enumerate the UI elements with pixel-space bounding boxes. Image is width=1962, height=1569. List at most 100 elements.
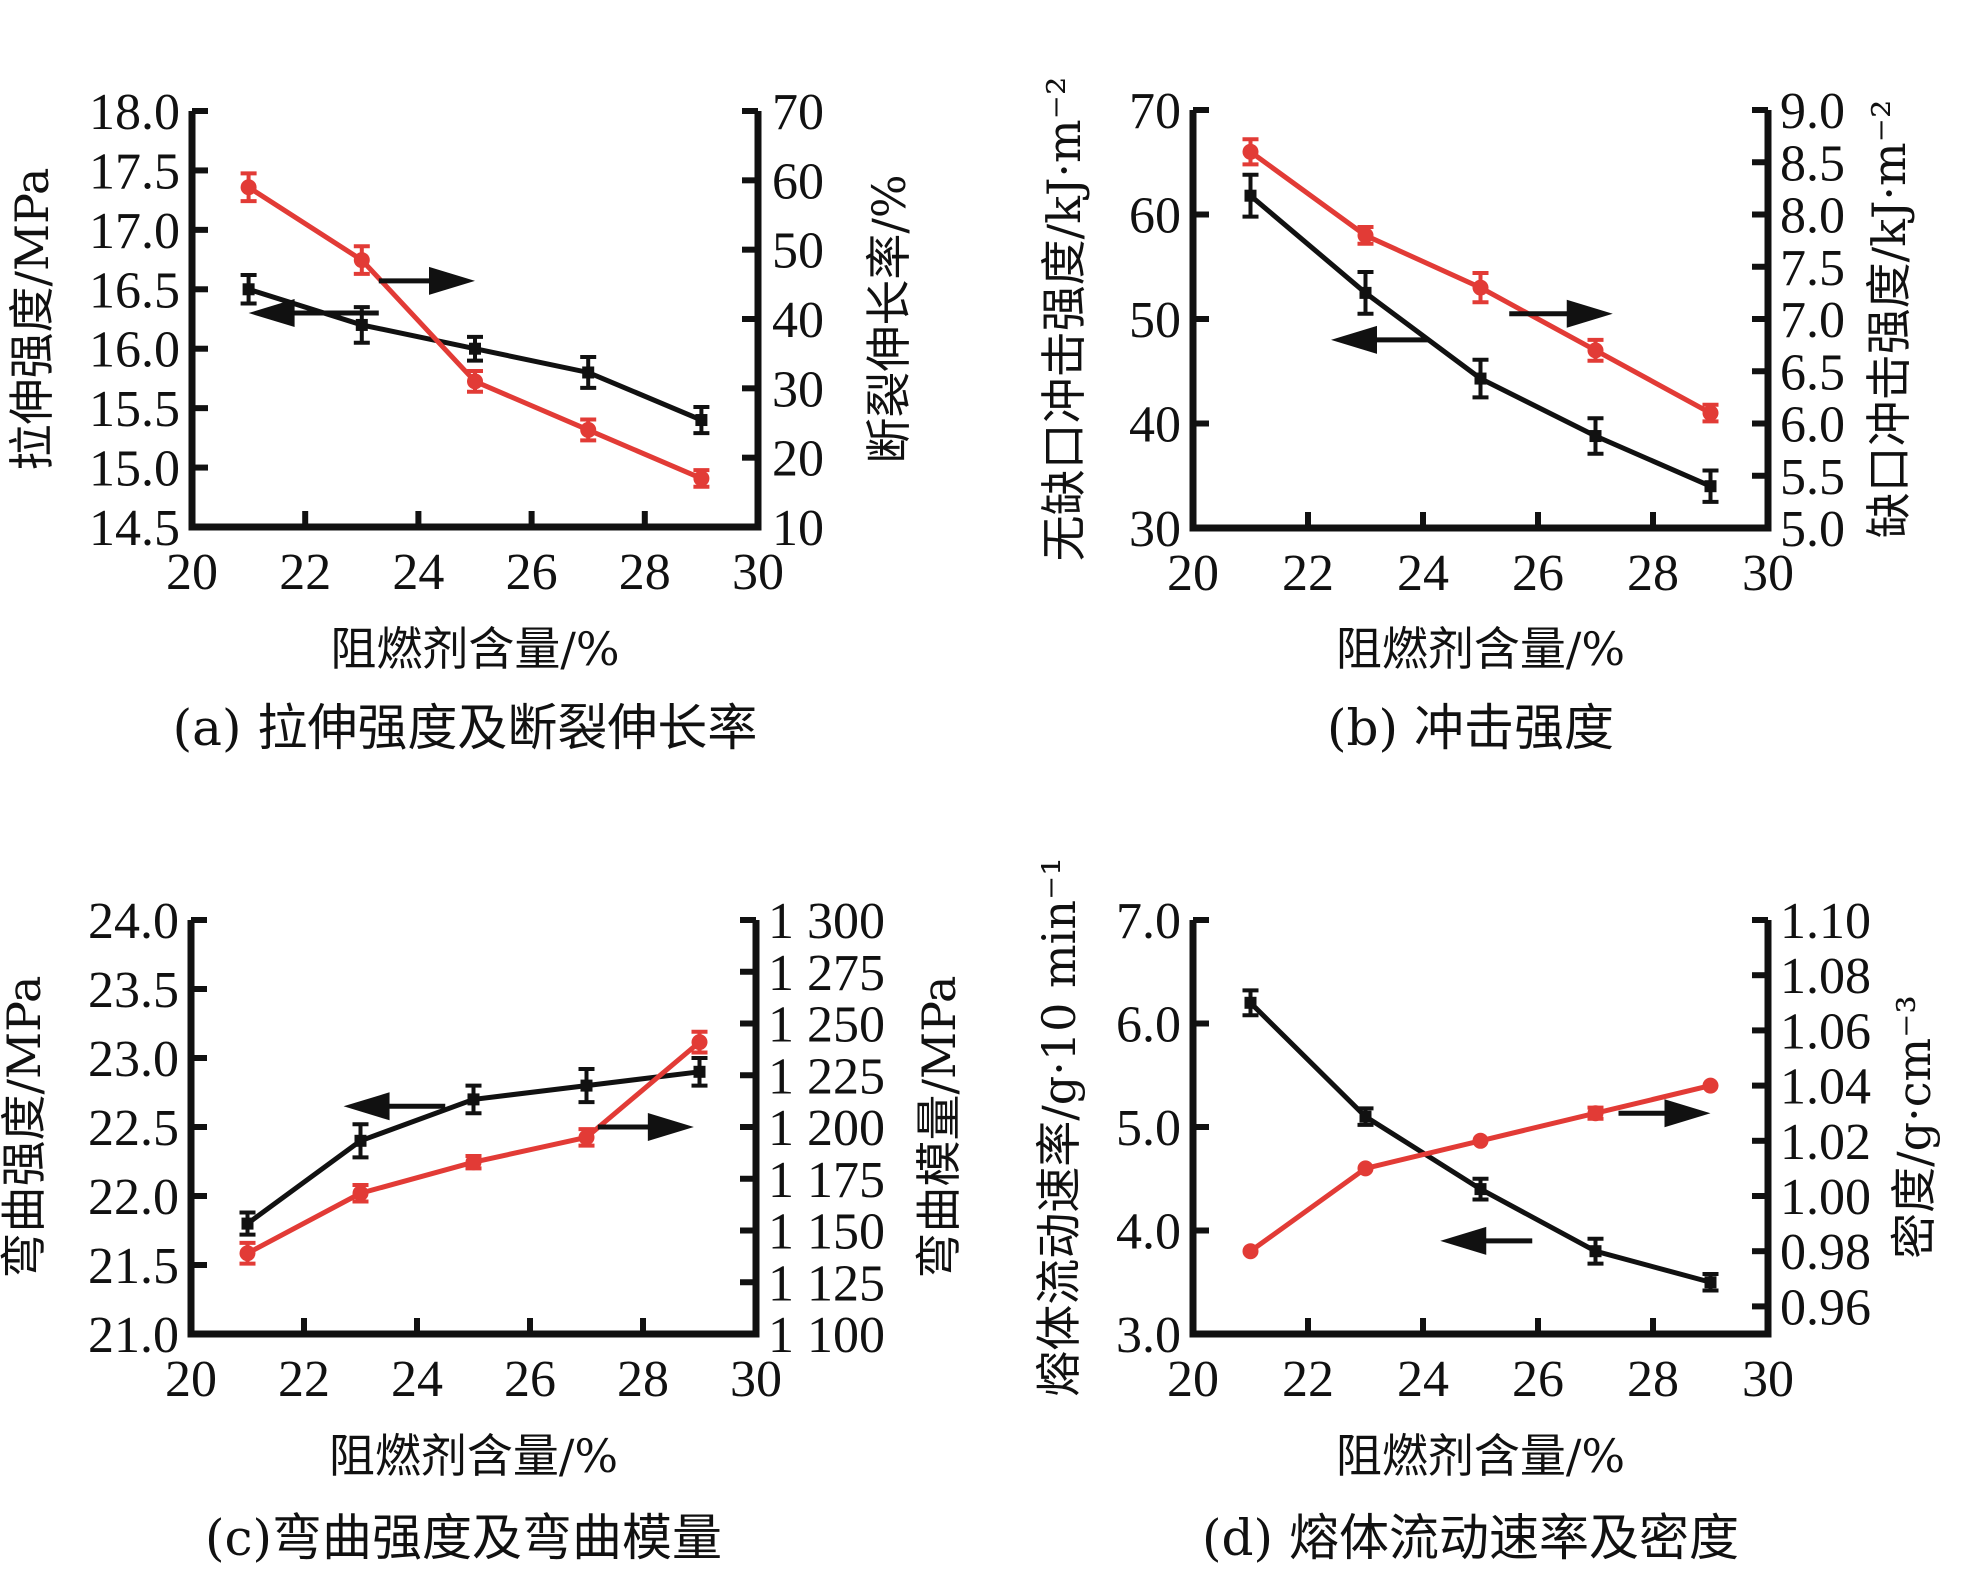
x-tick-label: 22 bbox=[1282, 545, 1334, 602]
y-left-tick-label: 6.0 bbox=[1116, 997, 1181, 1054]
data-point-circle bbox=[693, 470, 710, 487]
y-left-tick-label: 18.0 bbox=[89, 84, 180, 141]
y-right-tick-label: 1.06 bbox=[1780, 1003, 1871, 1060]
y-left-tick-label: 60 bbox=[1129, 188, 1181, 245]
arrow-head bbox=[1331, 325, 1377, 354]
arrow-left-icon bbox=[1331, 325, 1429, 354]
arrow-head bbox=[1440, 1226, 1487, 1255]
data-point-circle bbox=[1702, 405, 1719, 422]
series-right bbox=[239, 1029, 708, 1266]
y-right-tick-label: 1.02 bbox=[1780, 1114, 1871, 1171]
y-right-tick-label: 40 bbox=[772, 292, 824, 349]
arrow-head bbox=[647, 1113, 694, 1141]
x-tick-label: 30 bbox=[730, 1351, 782, 1408]
y-right-tick-label: 0.96 bbox=[1780, 1279, 1871, 1336]
y-right-tick-label: 1 300 bbox=[768, 893, 885, 950]
data-point-circle bbox=[691, 1034, 708, 1051]
x-tick-label: 28 bbox=[617, 1351, 669, 1408]
y-left-axis-title: 无缺口冲击强度/kJ·m⁻² bbox=[1037, 77, 1091, 562]
data-point-square bbox=[1474, 372, 1487, 385]
panel-caption: (a) 拉伸强度及断裂伸长率 bbox=[173, 699, 758, 757]
y-right-tick-label: 1 250 bbox=[768, 997, 885, 1054]
y-left-axis-title: 拉伸强度/MPa bbox=[5, 168, 59, 471]
data-point-square bbox=[1474, 1183, 1487, 1196]
arrow-left-icon bbox=[343, 1092, 446, 1121]
y-left-tick-label: 14.5 bbox=[89, 500, 180, 557]
data-point-circle bbox=[240, 179, 257, 196]
y-right-tick-label: 20 bbox=[772, 431, 824, 488]
x-tick-label: 30 bbox=[1742, 545, 1794, 602]
data-point-square bbox=[1704, 1276, 1717, 1289]
y-right-tick-label: 1 175 bbox=[768, 1152, 885, 1209]
x-tick-label: 26 bbox=[1512, 545, 1564, 602]
data-point-circle bbox=[1702, 1077, 1719, 1094]
y-right-axis-title: 弯曲模量/MPa bbox=[912, 976, 966, 1279]
data-point-square bbox=[582, 366, 595, 379]
data-point-square bbox=[1244, 996, 1257, 1009]
x-tick-label: 24 bbox=[1397, 1351, 1449, 1408]
data-point-circle bbox=[1472, 279, 1489, 296]
y-left-axis-title: 熔体流动速率/g·10 min⁻¹ bbox=[1032, 857, 1086, 1396]
series-line bbox=[246, 1040, 702, 1256]
data-point-square bbox=[1244, 189, 1257, 202]
series-right bbox=[240, 171, 710, 489]
x-tick-label: 28 bbox=[1627, 545, 1679, 602]
y-left-tick-label: 22.5 bbox=[88, 1100, 179, 1157]
y-right-tick-label: 8.5 bbox=[1780, 135, 1845, 192]
series-right bbox=[1242, 1077, 1719, 1260]
x-tick-label: 22 bbox=[279, 544, 331, 601]
arrow-head bbox=[343, 1092, 390, 1121]
data-point-circle bbox=[578, 1129, 595, 1146]
y-right-tick-label: 6.0 bbox=[1780, 397, 1845, 454]
panel-c: 20 22 24 26 28 30 21.0 21.5 22.0 22.5 23.0 23.5 24.0… bbox=[0, 893, 966, 1567]
y-right-tick-label: 1 225 bbox=[768, 1048, 885, 1105]
arrow-left-icon bbox=[1440, 1226, 1533, 1255]
arrow-head bbox=[1566, 299, 1613, 328]
y-right-tick-label: 1 150 bbox=[768, 1204, 885, 1261]
data-point-square bbox=[1704, 480, 1717, 493]
data-point-square bbox=[580, 1079, 593, 1092]
arrow-head bbox=[429, 266, 475, 295]
y-left-tick-label: 15.5 bbox=[89, 381, 180, 438]
x-axis-title: 阻燃剂含量/% bbox=[330, 622, 619, 676]
x-tick-label: 20 bbox=[165, 1351, 217, 1408]
panel-caption: (c)弯曲强度及弯曲模量 bbox=[205, 1509, 722, 1567]
y-right-tick-label: 6.5 bbox=[1780, 344, 1845, 401]
y-left-axis-title: 弯曲强度/MPa bbox=[0, 976, 51, 1279]
y-left-tick-label: 50 bbox=[1129, 292, 1181, 349]
data-point-square bbox=[1589, 1245, 1602, 1258]
y-right-tick-label: 0.98 bbox=[1780, 1224, 1871, 1281]
y-left-tick-label: 5.0 bbox=[1116, 1100, 1181, 1157]
y-right-tick-label: 60 bbox=[772, 153, 824, 210]
data-point-circle bbox=[1357, 227, 1374, 244]
data-point-circle bbox=[1357, 1160, 1374, 1177]
data-point-square bbox=[355, 318, 368, 331]
data-point-square bbox=[1359, 1110, 1372, 1123]
x-axis-title: 阻燃剂含量/% bbox=[1336, 1429, 1625, 1483]
y-left-tick-label: 16.0 bbox=[89, 322, 180, 379]
y-left-tick-label: 21.5 bbox=[88, 1238, 179, 1295]
data-point-circle bbox=[1587, 342, 1604, 359]
arrow-right-icon bbox=[1618, 1099, 1711, 1128]
data-point-circle bbox=[1472, 1132, 1489, 1149]
y-left-tick-label: 30 bbox=[1129, 501, 1181, 558]
y-right-axis-title: 断裂伸长率/% bbox=[862, 174, 916, 463]
data-point-circle bbox=[1242, 143, 1259, 160]
x-tick-label: 20 bbox=[1167, 545, 1219, 602]
series-line bbox=[1248, 193, 1712, 489]
data-point-circle bbox=[1242, 1243, 1259, 1260]
y-left-tick-label: 17.5 bbox=[89, 143, 180, 200]
y-right-axis-title: 缺口冲击强度/kJ·m⁻² bbox=[1862, 100, 1916, 539]
y-right-tick-label: 5.5 bbox=[1780, 449, 1845, 506]
y-right-tick-label: 1 100 bbox=[768, 1307, 885, 1364]
x-tick-label: 20 bbox=[1167, 1351, 1219, 1408]
y-right-tick-label: 30 bbox=[772, 361, 824, 418]
y-right-tick-label: 1.08 bbox=[1780, 948, 1871, 1005]
series-left bbox=[239, 1056, 708, 1237]
y-right-tick-label: 8.0 bbox=[1780, 188, 1845, 245]
x-tick-label: 22 bbox=[278, 1351, 330, 1408]
panel-a: 20 22 24 26 28 30 14.515.015.516.016.517.017.5… bbox=[5, 84, 916, 757]
x-tick-label: 24 bbox=[391, 1351, 443, 1408]
x-tick-label: 24 bbox=[1397, 545, 1449, 602]
data-point-square bbox=[241, 1217, 254, 1230]
